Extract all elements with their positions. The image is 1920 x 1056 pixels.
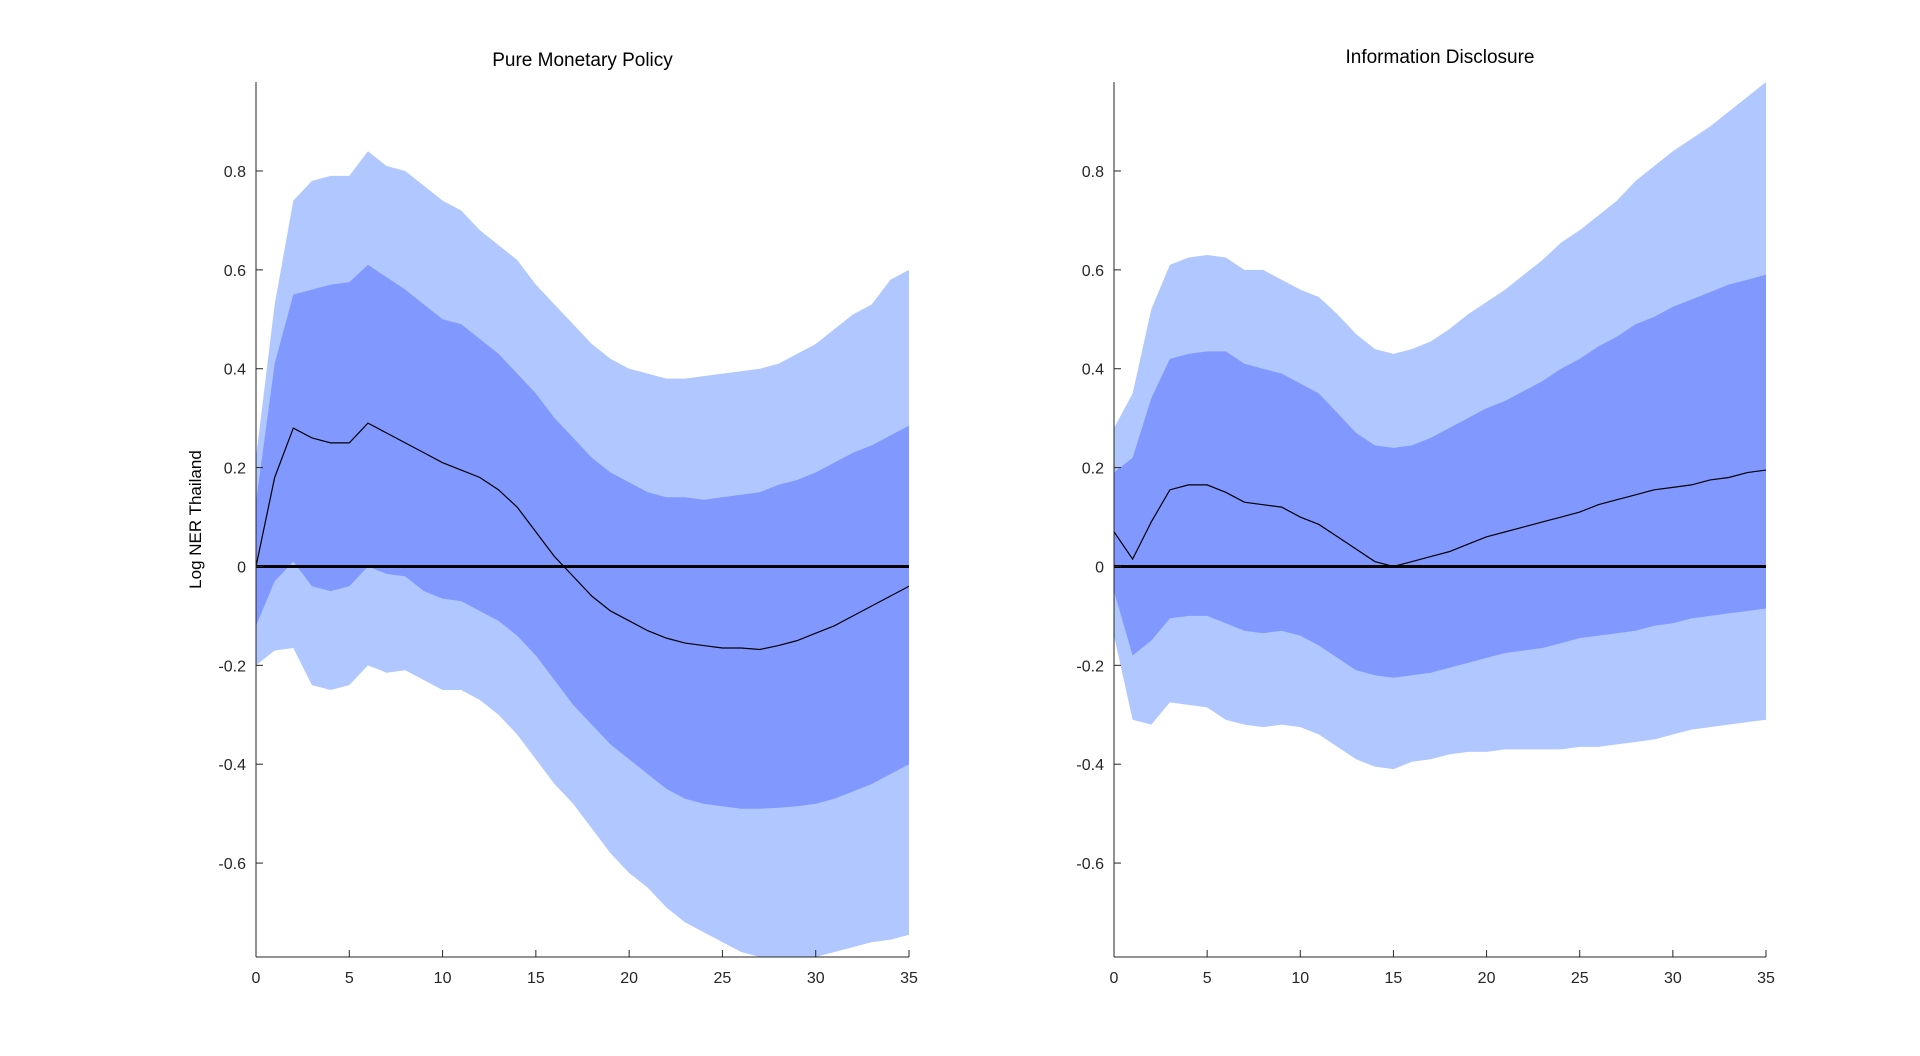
y-tick-label: 0.4 <box>1082 362 1104 379</box>
inner-confidence-band <box>256 264 909 809</box>
x-tick-label: 5 <box>1203 970 1212 987</box>
y-tick-label: 0.2 <box>224 461 246 478</box>
y-tick-label: 0.4 <box>224 362 246 379</box>
y-tick-label: 0 <box>1095 559 1104 576</box>
plot-area <box>256 151 909 957</box>
y-tick-label: 0.8 <box>224 164 246 181</box>
chart-panel-pure-monetary-policy: 0 5 10 15 20 25 30 35 -0.6 -0.4 -0.2 0 0.2 0.4 0.6 0.8 P… <box>186 50 918 987</box>
x-tick-label: 15 <box>527 970 545 987</box>
chart-panel-information-disclosure: 0 5 10 15 20 25 30 35 -0.6 -0.4 -0.2 0 0.2 0.4 0.6 0.8 I… <box>1076 47 1775 987</box>
inner-confidence-band <box>1114 274 1766 678</box>
y-tick-label: -0.6 <box>1076 856 1104 873</box>
x-tick-label: 10 <box>434 970 452 987</box>
x-tick-label: 35 <box>900 970 918 987</box>
x-tick-label: 5 <box>345 970 354 987</box>
x-tick-label: 25 <box>714 970 732 987</box>
y-tick-label: -0.4 <box>1076 757 1104 774</box>
median-response-line <box>1114 469 1766 568</box>
median-response-line <box>256 422 909 651</box>
x-tick-label: 25 <box>1571 970 1589 987</box>
plot-area <box>1114 82 1766 770</box>
chart-title: Pure Monetary Policy <box>492 50 673 71</box>
x-tick-label: 20 <box>1478 970 1496 987</box>
x-tick-label: 10 <box>1291 970 1309 987</box>
y-tick-label: 0.6 <box>224 263 246 280</box>
y-tick-label: -0.6 <box>218 856 246 873</box>
y-tick-label: -0.2 <box>1076 658 1104 675</box>
y-tick-label: 0.8 <box>1082 164 1104 181</box>
y-tick-label: 0.2 <box>1082 461 1104 478</box>
chart-title: Information Disclosure <box>1345 47 1534 68</box>
y-tick-label: 0 <box>237 559 246 576</box>
x-tick-label: 0 <box>1110 970 1119 987</box>
x-tick-label: 15 <box>1385 970 1403 987</box>
x-tick-label: 20 <box>620 970 638 987</box>
y-tick-label: -0.4 <box>218 757 246 774</box>
x-tick-label: 35 <box>1757 970 1775 987</box>
y-tick-label: 0.6 <box>1082 263 1104 280</box>
y-tick-label: -0.2 <box>218 658 246 675</box>
x-tick-label: 30 <box>1664 970 1682 987</box>
x-tick-label: 0 <box>252 970 261 987</box>
y-axis-label: Log NER Thailand <box>186 450 205 589</box>
x-tick-label: 30 <box>807 970 825 987</box>
